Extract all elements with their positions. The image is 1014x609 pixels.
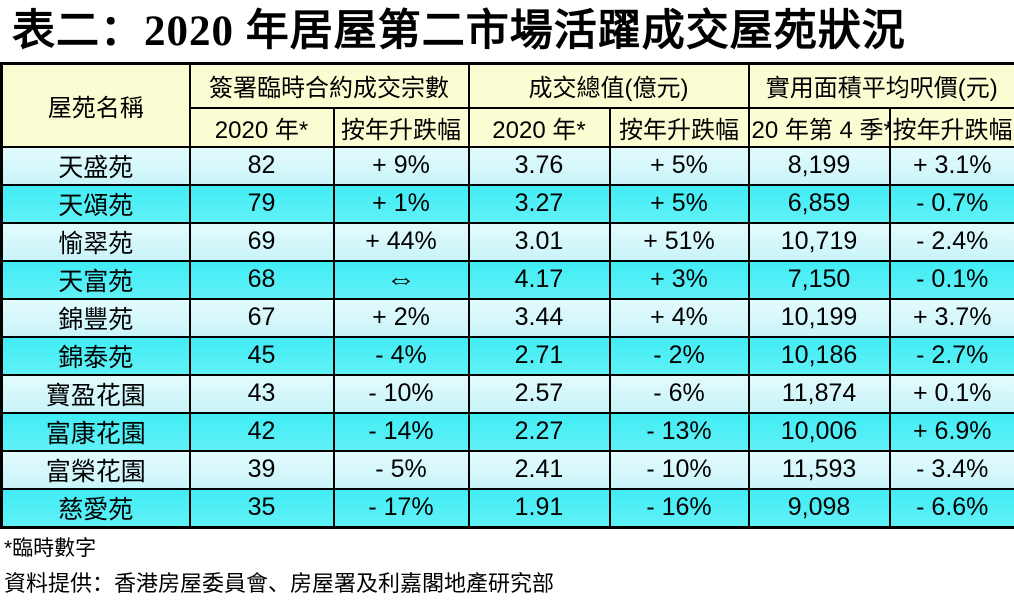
- table-row: 天盛苑 82 + 9% 3.76 + 5% 8,199 + 3.1%: [0, 145, 1014, 186]
- cell-name: 愉翠苑: [0, 221, 191, 262]
- cell-deals: 43: [188, 373, 335, 414]
- table-row: 富榮花園 39- 5% 2.41- 10% 11,593- 3.4%: [0, 449, 1014, 490]
- cell-deals-change: - 17%: [332, 487, 470, 529]
- header-group-row: 屋苑名稱 簽署臨時合約成交宗數 成交總值(億元) 實用面積平均呎價(元): [0, 62, 1014, 148]
- cell-value: 4.17: [467, 259, 611, 300]
- cell-value-change: + 51%: [608, 221, 750, 262]
- cell-name: 錦泰苑: [0, 335, 191, 376]
- cell-price-change: - 6.6%: [888, 487, 1014, 529]
- cell-name: 富榮花園: [0, 449, 191, 490]
- cell-price-change: - 0.7%: [888, 183, 1014, 224]
- table-row: 慈愛苑 35- 17% 1.91- 16% 9,098- 6.6%: [0, 487, 1014, 529]
- cell-value-change: + 3%: [608, 259, 750, 300]
- cell-name: 天頌苑: [0, 183, 191, 224]
- table-row: 寶盈花園 43- 10% 2.57- 6% 11,874 + 0.1%: [0, 373, 1014, 414]
- cell-deals: 39: [188, 449, 335, 490]
- group-header-value: 成交總值(億元): [467, 62, 750, 109]
- subheader-deals-2020: 2020 年*: [188, 106, 335, 148]
- cell-price: 10,006: [747, 411, 891, 452]
- header-sub-row: 2020 年* 按年升跌幅 2020 年* 按年升跌幅 20 年第 4 季* 按…: [2, 106, 1014, 148]
- cell-price-change: - 2.4%: [888, 221, 1014, 262]
- estate-name-column-header: 屋苑名稱: [0, 62, 191, 148]
- page-title: 表二：2020 年居屋第二市場活躍成交屋苑狀況: [12, 8, 906, 55]
- cell-deals: 79: [188, 183, 335, 224]
- group-header-price: 實用面積平均呎價(元): [747, 62, 1014, 109]
- cell-name: 寶盈花園: [0, 373, 191, 414]
- cell-value-change: - 2%: [608, 335, 750, 376]
- subheader-price-q4: 20 年第 4 季*: [747, 106, 891, 148]
- cell-value-change: + 5%: [608, 183, 750, 224]
- cell-price: 9,098: [747, 487, 891, 529]
- table-row: 天富苑 68 ⇔ 4.17 + 3% 7,150- 0.1%: [0, 259, 1014, 300]
- table-row: 富康花園 42- 14% 2.27- 13% 10,006 + 6.9%: [0, 411, 1014, 452]
- cell-value-change: + 4%: [608, 297, 750, 338]
- cell-value: 3.44: [467, 297, 611, 338]
- cell-price-change: + 0.1%: [888, 373, 1014, 414]
- cell-price-change: - 0.1%: [888, 259, 1014, 300]
- cell-value-change: - 13%: [608, 411, 750, 452]
- cell-price: 6,859: [747, 183, 891, 224]
- subheader-value-2020: 2020 年*: [467, 106, 611, 148]
- cell-name: 富康花園: [0, 411, 191, 452]
- footnote-source: 資料提供：香港房屋委員會、房屋署及利嘉閣地產研究部: [4, 570, 555, 596]
- cell-price: 10,186: [747, 335, 891, 376]
- cell-value: 2.27: [467, 411, 611, 452]
- cell-price: 10,199: [747, 297, 891, 338]
- cell-deals-change: ⇔: [332, 259, 470, 300]
- table-row: 愉翠苑 69 + 44% 3.01 + 51% 10,719- 2.4%: [0, 221, 1014, 262]
- cell-price: 10,719: [747, 221, 891, 262]
- cell-price-change: - 2.7%: [888, 335, 1014, 376]
- cell-deals: 82: [188, 145, 335, 186]
- cell-value: 1.91: [467, 487, 611, 529]
- table-row: 錦泰苑 45- 4% 2.71- 2% 10,186- 2.7%: [0, 335, 1014, 376]
- cell-price-change: + 3.1%: [888, 145, 1014, 186]
- cell-deals: 68: [188, 259, 335, 300]
- cell-price-change: + 6.9%: [888, 411, 1014, 452]
- cell-price: 11,593: [747, 449, 891, 490]
- subheader-price-change: 按年升跌幅: [888, 106, 1014, 148]
- cell-deals-change: + 2%: [332, 297, 470, 338]
- cell-value: 3.76: [467, 145, 611, 186]
- cell-deals-change: - 10%: [332, 373, 470, 414]
- table-body: 天盛苑 82 + 9% 3.76 + 5% 8,199 + 3.1% 天頌苑 79 + 1% 3.2…: [0, 145, 1014, 529]
- cell-value-change: - 16%: [608, 487, 750, 529]
- cell-deals: 42: [188, 411, 335, 452]
- cell-value: 2.71: [467, 335, 611, 376]
- group-header-deals: 簽署臨時合約成交宗數: [188, 62, 470, 109]
- cell-price: 7,150: [747, 259, 891, 300]
- cell-deals-change: + 9%: [332, 145, 470, 186]
- cell-name: 天富苑: [0, 259, 191, 300]
- cell-name: 慈愛苑: [0, 487, 191, 529]
- cell-deals-change: - 14%: [332, 411, 470, 452]
- cell-price-change: + 3.7%: [888, 297, 1014, 338]
- table-row: 天頌苑 79 + 1% 3.27 + 5% 6,859- 0.7%: [0, 183, 1014, 224]
- cell-deals-change: - 4%: [332, 335, 470, 376]
- cell-price-change: - 3.4%: [888, 449, 1014, 490]
- cell-deals: 69: [188, 221, 335, 262]
- cell-value: 2.41: [467, 449, 611, 490]
- cell-deals: 67: [188, 297, 335, 338]
- cell-deals-change: + 1%: [332, 183, 470, 224]
- cell-value-change: - 10%: [608, 449, 750, 490]
- cell-deals: 35: [188, 487, 335, 529]
- cell-price: 8,199: [747, 145, 891, 186]
- table-row: 錦豐苑 67 + 2% 3.44 + 4% 10,199 + 3.7%: [0, 297, 1014, 338]
- cell-value: 3.01: [467, 221, 611, 262]
- cell-value: 2.57: [467, 373, 611, 414]
- cell-value-change: + 5%: [608, 145, 750, 186]
- cell-value: 3.27: [467, 183, 611, 224]
- estates-table: 屋苑名稱 簽署臨時合約成交宗數 成交總值(億元) 實用面積平均呎價(元) 202…: [0, 61, 1014, 529]
- cell-deals-change: + 44%: [332, 221, 470, 262]
- subheader-value-change: 按年升跌幅: [608, 106, 750, 148]
- cell-value-change: - 6%: [608, 373, 750, 414]
- cell-deals: 45: [188, 335, 335, 376]
- cell-price: 11,874: [747, 373, 891, 414]
- table-header: 屋苑名稱 簽署臨時合約成交宗數 成交總值(億元) 實用面積平均呎價(元) 202…: [0, 62, 1014, 148]
- footnote-provisional: *臨時數字: [4, 536, 97, 560]
- cell-name: 天盛苑: [0, 145, 191, 186]
- cell-deals-change: - 5%: [332, 449, 470, 490]
- cell-name: 錦豐苑: [0, 297, 191, 338]
- subheader-deals-change: 按年升跌幅: [332, 106, 470, 148]
